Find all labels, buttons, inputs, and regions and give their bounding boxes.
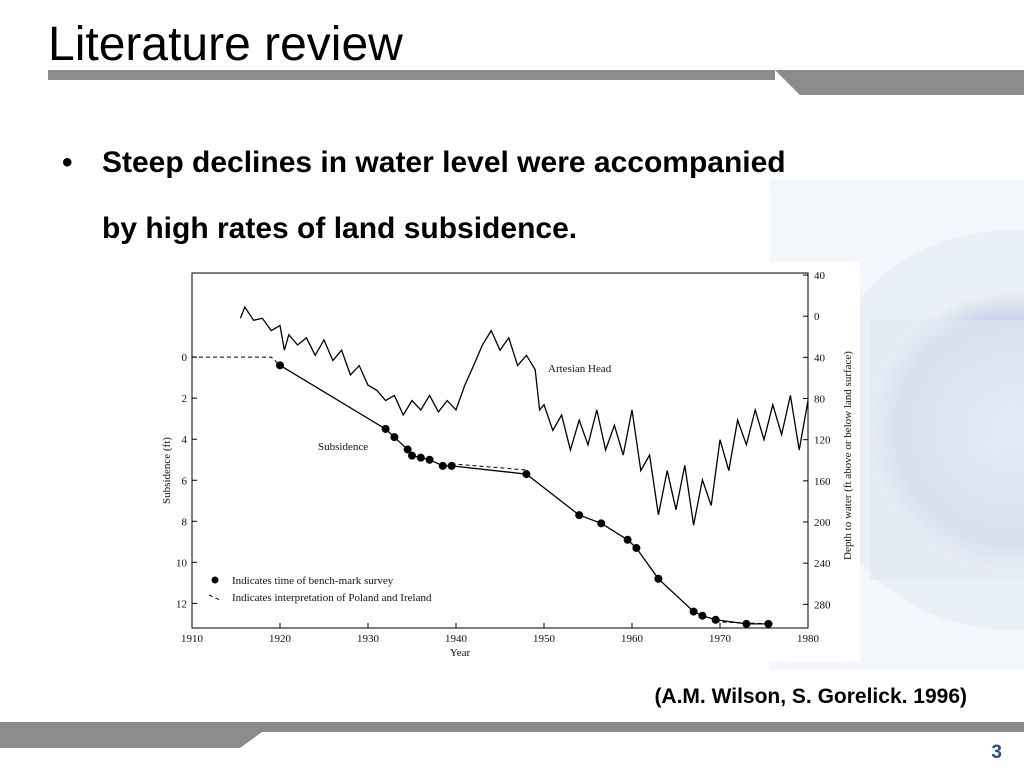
y-tick-label: 2 [182, 393, 188, 405]
chart: 1910 1920 1930 1940 1950 1960 1970 1980 0 2 4 6 8 10 1… [150, 262, 860, 662]
x-tick-label: 1960 [621, 633, 644, 645]
y2-axis-label: Depth to water (ft above or below land s… [842, 351, 854, 560]
x-tick-label: 1940 [445, 633, 468, 645]
survey-marker [416, 453, 425, 462]
bullet-marker: • [62, 146, 73, 179]
title-rule [48, 70, 775, 80]
y2-tick-label: 160 [814, 476, 831, 488]
survey-marker [425, 455, 434, 464]
chart-background [150, 262, 860, 662]
survey-marker [698, 611, 707, 620]
globe-decoration [770, 180, 1024, 670]
y2-tick-label: 120 [814, 435, 831, 447]
survey-marker [276, 361, 284, 370]
x-tick-label: 1970 [709, 633, 732, 645]
y-tick-label: 6 [182, 475, 188, 487]
survey-marker [711, 615, 720, 624]
slide-title: Literature review [48, 18, 403, 71]
y2-tick-label: 280 [814, 599, 831, 611]
x-tick-label: 1930 [357, 633, 380, 645]
y2-tick-label: 200 [814, 517, 831, 529]
y2-tick-label: 0 [814, 311, 820, 323]
y2-tick-label: 40 [814, 270, 826, 282]
y-tick-label: 10 [176, 557, 188, 569]
y2-tick-label: 240 [814, 558, 831, 570]
survey-marker [408, 451, 416, 460]
footer-bar [0, 722, 1024, 748]
survey-marker [438, 461, 447, 470]
survey-marker [623, 535, 632, 544]
bullet-text: Steep declines in water level were accom… [102, 146, 786, 179]
survey-marker [447, 461, 456, 470]
legend-text: Indicates time of bench-mark survey [232, 575, 394, 587]
x-tick-label: 1950 [533, 633, 556, 645]
survey-marker [381, 424, 390, 433]
plot-frame [191, 272, 809, 629]
survey-marker [390, 433, 399, 442]
series-label: Subsidence [318, 441, 368, 453]
survey-marker [403, 445, 412, 454]
legend-dash [208, 594, 221, 601]
survey-marker [689, 607, 698, 616]
y2-tick-label: 40 [814, 352, 826, 364]
series-label: Artesian Head [548, 363, 612, 375]
page-number: 3 [991, 742, 1002, 763]
survey-marker [654, 574, 663, 583]
survey-marker [522, 470, 531, 479]
citation: (A.M. Wilson, S. Gorelick. 1996) [654, 685, 967, 708]
survey-marker [742, 619, 751, 628]
survey-marker [575, 511, 584, 520]
survey-marker [632, 543, 641, 552]
survey-marker [597, 519, 606, 528]
y-axis-label: Subsidence (ft) [161, 437, 173, 504]
legend-text: Indicates interpretation of Poland and I… [232, 592, 432, 604]
dashed-line [192, 356, 773, 625]
x-axis-label: Year [450, 647, 471, 659]
y2-tick-label: 80 [814, 394, 826, 406]
bullet-text: by high rates of land subsidence. [102, 212, 577, 245]
y-tick-label: 12 [176, 598, 187, 610]
y-tick-label: 0 [182, 352, 188, 364]
x-tick-label: 1920 [269, 633, 292, 645]
legend-marker [211, 576, 219, 584]
data-line [239, 305, 809, 526]
x-tick-label: 1980 [797, 633, 820, 645]
y-tick-label: 4 [182, 434, 188, 446]
y-tick-label: 8 [182, 516, 188, 528]
x-tick-label: 1910 [181, 633, 204, 645]
title-rule-end [775, 70, 1024, 95]
